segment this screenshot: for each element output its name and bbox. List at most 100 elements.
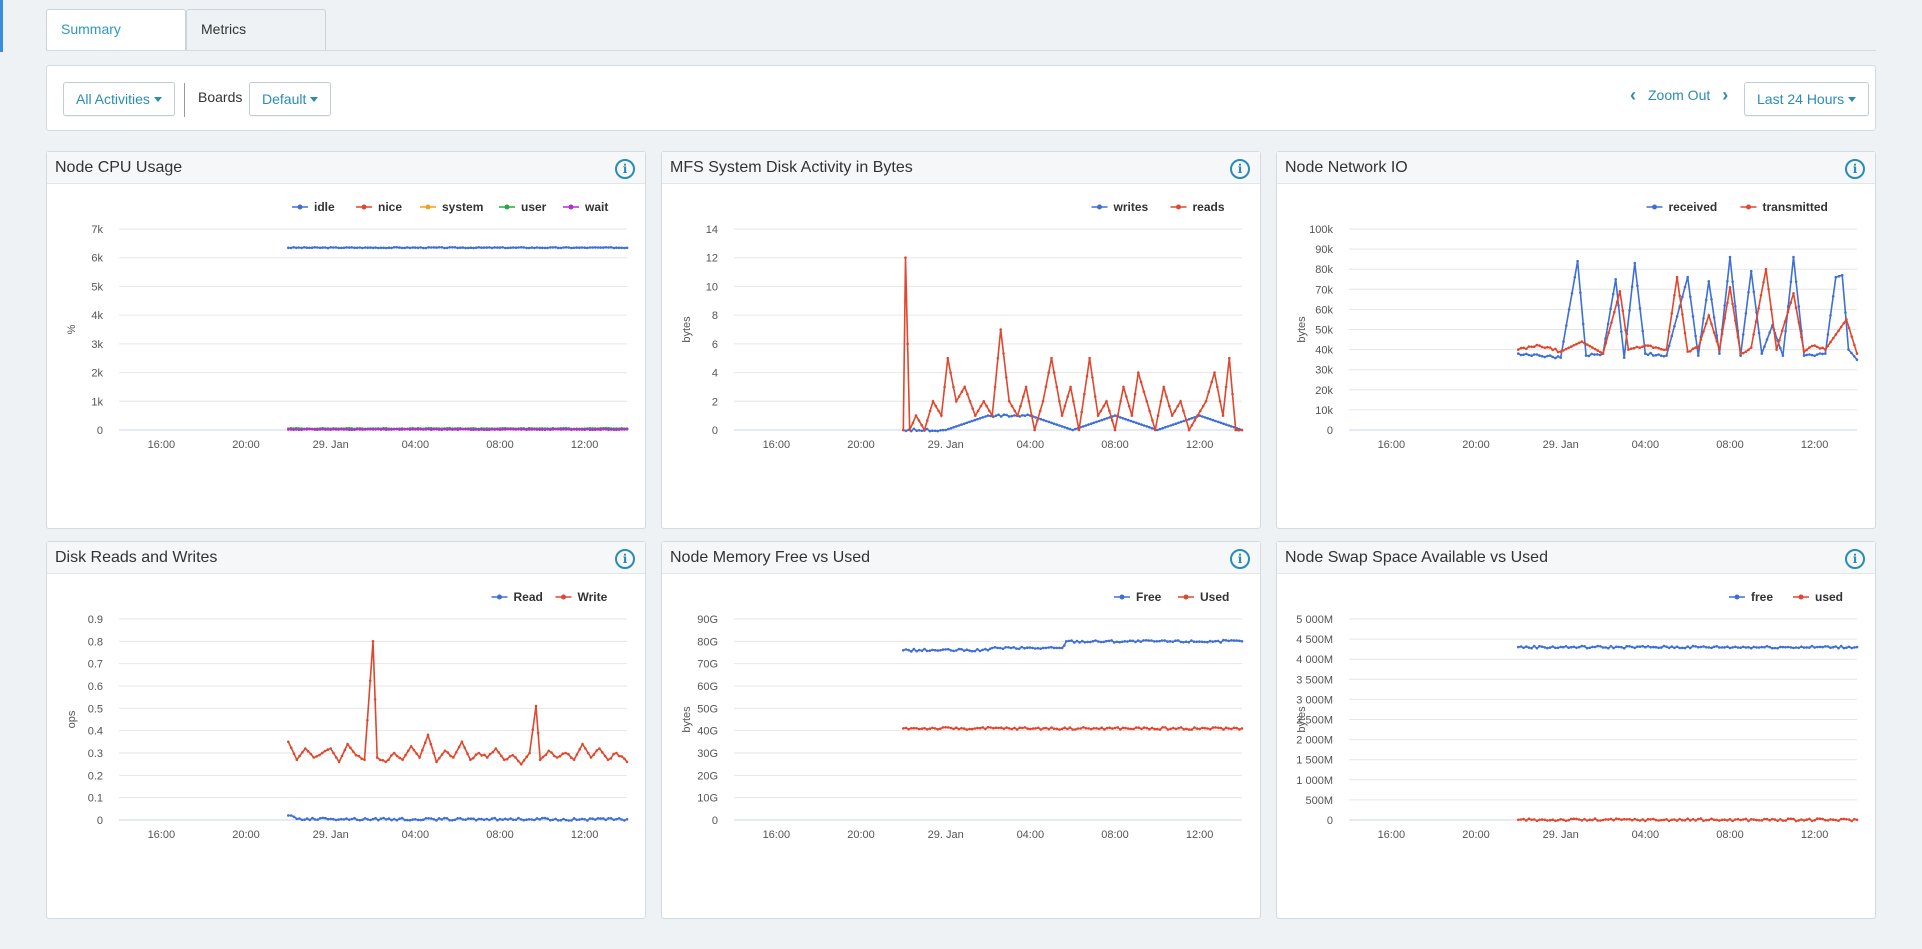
data-point: [559, 428, 563, 431]
data-point: [541, 755, 545, 759]
data-point: [1670, 312, 1674, 315]
legend-item[interactable]: Read: [491, 590, 543, 604]
info-icon[interactable]: i: [1230, 549, 1250, 569]
y-tick-label: 10G: [697, 793, 718, 805]
legend-item[interactable]: idle: [292, 200, 335, 214]
info-icon[interactable]: i: [1845, 549, 1865, 569]
legend-item[interactable]: nice: [356, 200, 402, 214]
data-point: [1005, 413, 1008, 417]
data-point: [589, 756, 593, 759]
legend-item[interactable]: free: [1729, 590, 1773, 604]
data-point: [1765, 817, 1769, 821]
data-point: [1203, 640, 1206, 644]
data-point: [1850, 646, 1853, 650]
info-icon[interactable]: i: [615, 549, 635, 569]
data-point: [448, 428, 452, 431]
data-point: [1559, 818, 1562, 821]
data-point: [511, 428, 515, 431]
tab-metrics[interactable]: Metrics: [186, 9, 326, 50]
data-point: [1235, 639, 1238, 642]
data-point: [332, 428, 335, 431]
data-point: [1222, 638, 1225, 642]
data-point: [607, 817, 610, 820]
legend-item[interactable]: system: [420, 200, 483, 214]
data-point: [1182, 419, 1186, 423]
svg-text:wait: wait: [584, 200, 608, 214]
x-tick-label: 16:00: [1378, 829, 1406, 841]
data-point: [1037, 726, 1040, 730]
legend-item[interactable]: Used: [1178, 590, 1229, 604]
chevron-right-icon[interactable]: ›: [1722, 84, 1729, 105]
activities-dropdown[interactable]: All Activities: [63, 82, 175, 116]
zoom-out-button[interactable]: Zoom Out: [1648, 87, 1711, 103]
legend-item[interactable]: wait: [563, 200, 608, 214]
data-point: [1731, 280, 1734, 284]
legend-item[interactable]: reads: [1170, 200, 1225, 214]
data-point: [1139, 380, 1143, 384]
data-point: [1575, 646, 1578, 650]
dashboard-toolbar: All Activities Boards Default ‹ Zoom Out…: [46, 65, 1876, 131]
data-point: [1047, 420, 1051, 424]
data-point: [1203, 416, 1207, 419]
y-tick-label: 0: [712, 815, 718, 827]
data-point: [1609, 817, 1613, 821]
legend-item[interactable]: transmitted: [1740, 200, 1828, 214]
data-point: [588, 817, 592, 820]
data-point: [1694, 346, 1697, 349]
data-point: [1139, 640, 1143, 643]
legend-item[interactable]: used: [1793, 590, 1843, 604]
data-point: [1665, 348, 1668, 351]
data-point: [1775, 348, 1778, 351]
data-point: [1174, 422, 1178, 425]
data-point: [1620, 645, 1623, 649]
time-range-dropdown[interactable]: Last 24 Hours: [1744, 82, 1870, 116]
data-point: [369, 246, 372, 249]
data-point: [1659, 818, 1663, 822]
x-tick-label: 12:00: [1801, 439, 1829, 451]
info-icon[interactable]: i: [1845, 159, 1865, 179]
info-icon[interactable]: i: [1230, 159, 1250, 179]
data-point: [1780, 329, 1784, 333]
data-point: [1026, 413, 1029, 416]
boards-dropdown[interactable]: Default: [249, 82, 332, 116]
data-point: [1230, 425, 1233, 428]
data-point: [508, 755, 512, 758]
x-tick-label: 20:00: [1462, 439, 1490, 451]
data-point: [1213, 371, 1216, 374]
y-axis-label: bytes: [1296, 316, 1308, 343]
legend-item[interactable]: writes: [1091, 200, 1149, 214]
data-point: [308, 246, 311, 250]
data-point: [1041, 400, 1045, 403]
data-point: [623, 428, 626, 431]
data-point: [1702, 645, 1705, 648]
data-point: [996, 356, 1000, 360]
data-point: [1156, 414, 1160, 417]
legend-item[interactable]: Free: [1114, 590, 1162, 604]
legend-item[interactable]: received: [1646, 200, 1718, 214]
data-point: [522, 818, 526, 822]
data-point: [1614, 817, 1618, 820]
data-point: [1598, 353, 1602, 357]
data-point: [485, 817, 489, 821]
data-point: [1853, 817, 1856, 821]
info-icon[interactable]: i: [615, 159, 635, 179]
legend-item[interactable]: user: [499, 200, 547, 214]
data-point: [1610, 321, 1613, 324]
data-point: [517, 759, 520, 763]
data-point: [1015, 647, 1018, 650]
data-point: [525, 246, 528, 250]
chevron-left-icon[interactable]: ‹: [1630, 84, 1636, 105]
data-point: [1781, 819, 1785, 822]
data-point: [1055, 423, 1059, 426]
data-point: [1736, 817, 1740, 821]
data-point: [1126, 640, 1129, 643]
data-point: [1002, 727, 1006, 730]
data-point: [1129, 727, 1133, 731]
data-point: [1596, 644, 1599, 648]
data-point: [315, 755, 318, 758]
data-point: [1683, 646, 1687, 650]
legend-item[interactable]: Write: [555, 590, 608, 604]
tab-summary[interactable]: Summary: [46, 9, 186, 51]
data-point: [1093, 395, 1097, 398]
